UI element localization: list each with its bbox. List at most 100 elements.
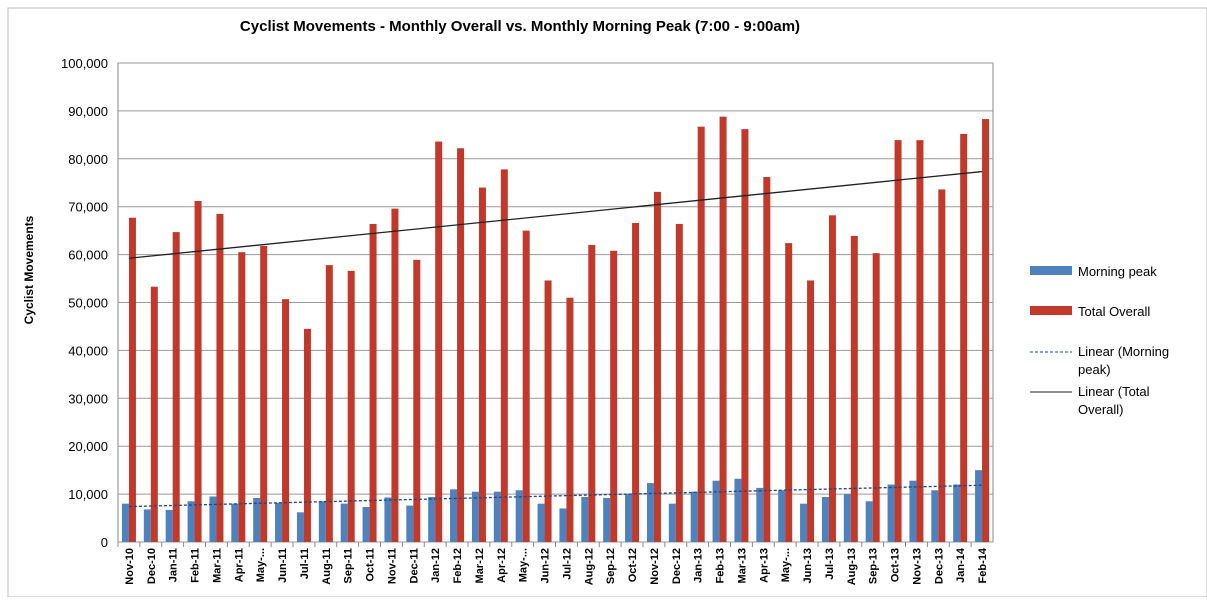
bar	[960, 133, 968, 542]
x-tick-label: Jul-12	[561, 548, 573, 580]
bar	[347, 270, 355, 542]
bar	[121, 503, 129, 542]
bar	[238, 252, 246, 542]
bar	[778, 490, 786, 542]
x-tick-label: Oct-11	[365, 548, 377, 582]
bar	[406, 505, 414, 542]
bar	[231, 503, 239, 542]
y-tick-label: 70,000	[68, 200, 108, 215]
bar	[260, 245, 268, 542]
bar	[428, 496, 436, 542]
bar	[253, 497, 261, 542]
x-tick-label: Oct-13	[890, 548, 902, 582]
x-tick-label: Dec-11	[408, 548, 420, 583]
bar	[340, 503, 348, 542]
bar	[187, 501, 195, 542]
x-tick-label: Nov-12	[649, 548, 661, 585]
bar	[763, 177, 771, 542]
bar	[450, 489, 458, 542]
bar	[843, 494, 851, 542]
trend-line	[128, 484, 983, 508]
x-tick-label: Dec-12	[671, 548, 683, 584]
bar	[581, 496, 589, 542]
x-tick-label: Jun-12	[540, 548, 552, 583]
trend-line	[128, 170, 983, 259]
x-tick-label: Mar-11	[211, 548, 223, 583]
bar	[588, 245, 596, 542]
x-tick-label: Jun-11	[277, 548, 289, 583]
bar	[953, 484, 961, 542]
x-tick-label: Jun-13	[802, 548, 814, 583]
bar	[872, 253, 880, 542]
x-tick-label: Jul-11	[299, 548, 311, 579]
bar	[275, 502, 283, 542]
x-tick-label: Feb-11	[190, 548, 202, 583]
bar	[150, 286, 158, 542]
bar	[478, 187, 486, 543]
bar	[537, 503, 545, 542]
bar	[457, 148, 465, 542]
bar	[785, 243, 793, 542]
bar	[282, 299, 290, 542]
bar	[325, 265, 333, 542]
x-tick-label: Dec-13	[933, 548, 945, 584]
x-tick-label: Apr-13	[758, 548, 770, 583]
bar	[172, 232, 180, 542]
y-tick-label: 40,000	[68, 343, 108, 358]
bar	[675, 223, 683, 542]
bar	[128, 217, 136, 543]
chart-title: Cyclist Movements - Monthly Overall vs. …	[240, 18, 800, 35]
x-tick-label: Jan-13	[693, 548, 705, 583]
bar	[712, 480, 720, 542]
x-tick-label: Aug-13	[846, 548, 858, 585]
x-tick-label: Dec-10	[146, 548, 158, 584]
bar	[500, 169, 508, 542]
bar	[194, 200, 202, 542]
x-tick-label: Nov-10	[124, 548, 136, 585]
x-tick-label: Feb-12	[452, 548, 464, 583]
x-tick-label: Aug-12	[583, 548, 595, 585]
bar	[625, 494, 633, 542]
bar	[143, 509, 151, 542]
x-tick-label: Apr-12	[496, 548, 508, 583]
y-tick-label: 80,000	[68, 152, 108, 167]
bar	[887, 484, 895, 542]
bar	[318, 501, 326, 542]
y-tick-label: 90,000	[68, 104, 108, 119]
bar	[741, 129, 749, 543]
bar	[821, 496, 829, 542]
y-tick-label: 0	[101, 535, 108, 550]
bar	[384, 497, 392, 542]
bar	[544, 280, 552, 542]
x-tick-label: Oct-12	[627, 548, 639, 582]
y-axis-label: Cyclist Movements	[22, 215, 36, 324]
bar	[435, 141, 443, 542]
bar	[719, 116, 727, 542]
bar	[493, 491, 501, 542]
x-tick-label: Nov-13	[911, 548, 923, 585]
bar	[850, 235, 858, 542]
bar	[734, 478, 742, 542]
y-tick-label: 30,000	[68, 391, 108, 406]
bar	[865, 501, 873, 542]
bar	[982, 119, 990, 542]
bar	[975, 470, 983, 542]
bar	[800, 503, 808, 542]
legend-label: Linear (Morning peak)	[1078, 344, 1169, 377]
legend-label: Linear (Total Overall)	[1078, 384, 1150, 417]
x-tick-label: Sep-11	[343, 548, 355, 583]
bar	[303, 328, 311, 542]
bar	[413, 259, 421, 542]
x-tick-label: Feb-14	[977, 547, 989, 583]
legend-swatch	[1030, 306, 1072, 315]
bar	[603, 497, 611, 542]
bar	[668, 503, 676, 542]
bar	[566, 297, 574, 542]
bar	[909, 480, 917, 542]
x-tick-label: May-...	[780, 548, 792, 582]
x-tick-label: Feb-13	[715, 548, 727, 583]
bar	[296, 512, 304, 542]
x-tick-label: Jan-11	[168, 548, 180, 582]
x-tick-label: Mar-12	[474, 548, 486, 583]
